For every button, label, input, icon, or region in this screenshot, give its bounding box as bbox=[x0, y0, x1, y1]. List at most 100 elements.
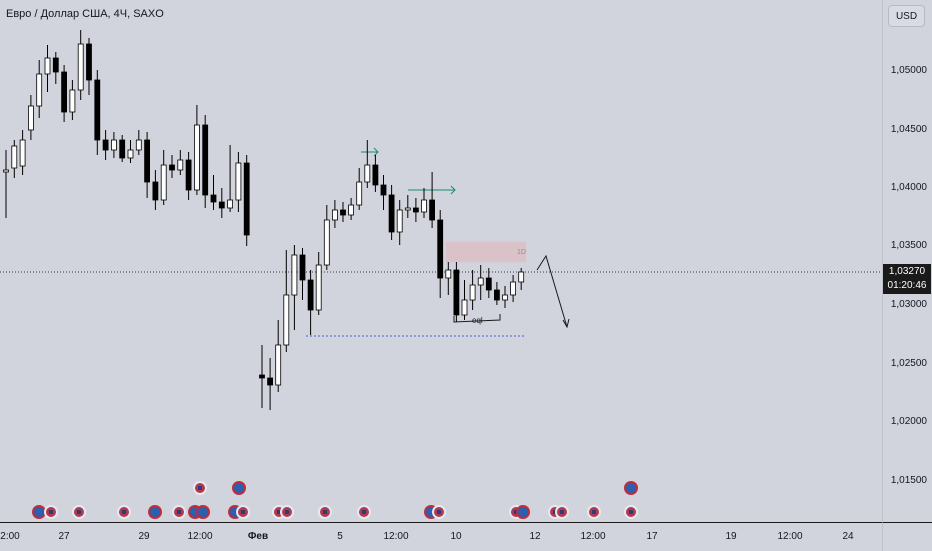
bear-candle bbox=[380, 184, 387, 196]
price-label: 1,03500 bbox=[890, 240, 927, 251]
us-flag-icon[interactable] bbox=[555, 505, 569, 519]
eu-flag-icon[interactable] bbox=[516, 505, 530, 519]
bear-candle bbox=[340, 209, 346, 216]
time-label: 17 bbox=[646, 531, 658, 542]
bull-candle bbox=[518, 271, 525, 283]
us-flag-icon[interactable] bbox=[318, 505, 332, 519]
us-flag-icon[interactable] bbox=[357, 505, 371, 519]
bull-candle bbox=[11, 145, 18, 169]
price-label: 1,05000 bbox=[890, 65, 927, 76]
time-label: 12 bbox=[529, 531, 541, 542]
time-label: 12:00 bbox=[383, 531, 409, 542]
bear-candle bbox=[267, 377, 274, 386]
us-flag-icon[interactable] bbox=[172, 505, 186, 519]
bull-candle bbox=[77, 43, 84, 91]
bull-candle bbox=[502, 294, 508, 301]
bull-candle bbox=[36, 73, 43, 107]
time-label: Фев bbox=[247, 531, 269, 542]
bull-candle bbox=[469, 284, 476, 301]
price-label: 1,01500 bbox=[890, 475, 927, 486]
bull-candle bbox=[3, 169, 9, 173]
us-flag-icon[interactable] bbox=[236, 505, 250, 519]
time-label: 19 bbox=[725, 531, 737, 542]
time-label: 29 bbox=[138, 531, 150, 542]
bear-candle bbox=[453, 269, 460, 316]
eu-flag-icon[interactable] bbox=[232, 481, 246, 495]
currency-button[interactable]: USD bbox=[888, 5, 925, 27]
bull-candle bbox=[69, 89, 76, 113]
bear-candle bbox=[52, 57, 59, 73]
bull-candle bbox=[510, 281, 517, 296]
us-flag-icon[interactable] bbox=[587, 505, 601, 519]
bear-candle bbox=[119, 139, 126, 159]
eu-flag-icon[interactable] bbox=[148, 505, 162, 519]
bear-candle bbox=[259, 374, 265, 379]
price-label: 1,02000 bbox=[890, 416, 927, 427]
price-label: 1,02500 bbox=[890, 358, 927, 369]
time-label: 12:00 bbox=[580, 531, 606, 542]
time-scale[interactable]: 2:00 27 29 12:00 Фев 5 12:00 10 12 12:00… bbox=[0, 522, 882, 551]
bear-candle bbox=[485, 277, 492, 291]
bull-candle bbox=[461, 299, 468, 316]
time-label: 10 bbox=[450, 531, 462, 542]
bear-candle bbox=[412, 207, 419, 213]
price-label: 1,04000 bbox=[890, 182, 927, 193]
bear-candle bbox=[210, 194, 217, 203]
bear-candle bbox=[152, 181, 159, 201]
candlestick-chart[interactable]: 1D eql bbox=[0, 0, 882, 522]
us-flag-icon[interactable] bbox=[432, 505, 446, 519]
us-flag-icon[interactable] bbox=[193, 481, 207, 495]
us-flag-icon[interactable] bbox=[44, 505, 58, 519]
green-arrow-1 bbox=[361, 147, 379, 157]
us-flag-icon[interactable] bbox=[117, 505, 131, 519]
axis-corner bbox=[882, 522, 932, 551]
price-label: 1,04500 bbox=[890, 124, 927, 135]
bull-candle bbox=[396, 209, 403, 233]
bull-candle bbox=[160, 164, 167, 201]
current-price-tag: 1,03270 01:20:46 bbox=[883, 264, 931, 294]
time-label: 12:00 bbox=[187, 531, 213, 542]
bull-candle bbox=[177, 159, 184, 171]
time-label: 12:00 bbox=[777, 531, 803, 542]
bull-candle bbox=[445, 269, 452, 279]
bull-candle bbox=[111, 139, 117, 151]
bear-candle bbox=[94, 79, 101, 141]
bull-candle bbox=[283, 294, 290, 346]
bear-candle bbox=[307, 279, 314, 311]
bear-candle bbox=[372, 164, 379, 186]
us-flag-icon[interactable] bbox=[280, 505, 294, 519]
order-block-zone[interactable] bbox=[445, 241, 527, 263]
price-scale[interactable]: USD 1,05000 1,04500 1,04000 1,03500 1,03… bbox=[882, 0, 932, 522]
us-flag-icon[interactable] bbox=[624, 505, 638, 519]
eu-flag-icon[interactable] bbox=[196, 505, 210, 519]
chart-pane[interactable]: 1D eql Евро / Доллар США, 4Ч, SAXO bbox=[0, 0, 882, 522]
eu-flag-icon[interactable] bbox=[624, 481, 638, 495]
bull-candle bbox=[421, 199, 427, 213]
green-arrow-2 bbox=[408, 185, 456, 195]
symbol-title: Евро / Доллар США, 4Ч, SAXO bbox=[6, 8, 164, 20]
bull-candle bbox=[331, 209, 338, 221]
bull-candle bbox=[19, 139, 26, 167]
bear-candle bbox=[86, 43, 92, 81]
current-price-value: 1,03270 bbox=[888, 266, 926, 277]
bull-candle bbox=[323, 219, 330, 266]
bull-candle bbox=[364, 164, 371, 183]
zone-label: 1D bbox=[517, 249, 526, 256]
bull-candle bbox=[235, 162, 242, 201]
bear-candle bbox=[388, 194, 395, 233]
eql-bracket[interactable] bbox=[453, 314, 501, 323]
us-flag-icon[interactable] bbox=[72, 505, 86, 519]
time-label: 2:00 bbox=[0, 531, 20, 542]
bear-candle bbox=[493, 289, 500, 301]
time-label: 27 bbox=[58, 531, 70, 542]
bear-candle bbox=[218, 201, 225, 209]
bull-candle bbox=[27, 105, 34, 131]
bear-candle bbox=[243, 162, 250, 236]
time-label: 5 bbox=[337, 531, 343, 542]
bear-candle bbox=[437, 219, 444, 279]
bull-candle bbox=[135, 139, 142, 151]
bear-candle bbox=[102, 139, 109, 151]
bear-candle bbox=[202, 124, 209, 196]
time-label: 24 bbox=[842, 531, 854, 542]
